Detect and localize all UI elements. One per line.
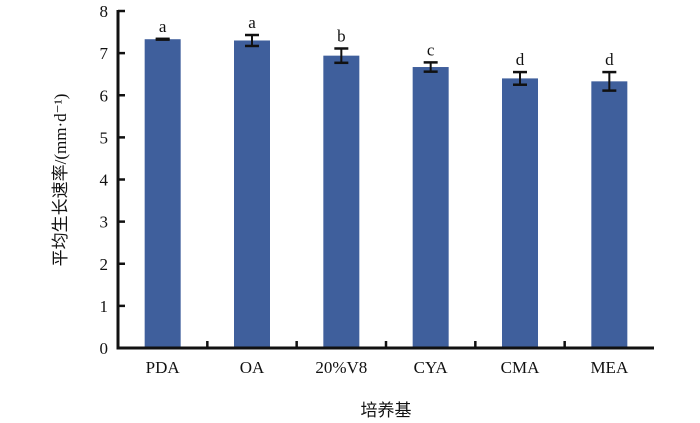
bar-CMA (502, 78, 538, 349)
x-tick-label: PDA (146, 358, 181, 377)
x-tick-label: MEA (590, 358, 629, 377)
x-tick-label: OA (240, 358, 265, 377)
y-tick-label: 4 (100, 171, 109, 190)
y-tick-label: 5 (100, 128, 109, 147)
significance-label: d (605, 50, 614, 69)
y-tick-label: 3 (100, 213, 109, 232)
bar-CYA (412, 67, 449, 349)
x-axis-label: 培养基 (361, 401, 412, 420)
significance-label: a (159, 17, 167, 36)
bar-MEA (591, 81, 628, 348)
significance-label: a (248, 13, 256, 32)
y-tick-label: 2 (100, 255, 109, 274)
y-tick-label: 0 (100, 339, 109, 358)
significance-label: b (337, 26, 346, 45)
bar-OA (234, 40, 270, 349)
x-tick-label: 20%V8 (315, 358, 367, 377)
y-tick-label: 6 (100, 86, 109, 105)
x-tick-label: CYA (414, 358, 449, 377)
y-tick-label: 1 (100, 297, 109, 316)
significance-label: c (427, 40, 435, 59)
y-tick-label: 7 (100, 44, 109, 63)
bar-PDA (144, 39, 181, 348)
bar-20%V8 (323, 55, 360, 349)
y-tick-label: 8 (100, 2, 109, 21)
significance-label: d (516, 50, 525, 69)
y-axis-label: 平均生长速率/(mm·d⁻¹) (51, 94, 70, 267)
x-tick-label: CMA (501, 358, 540, 377)
